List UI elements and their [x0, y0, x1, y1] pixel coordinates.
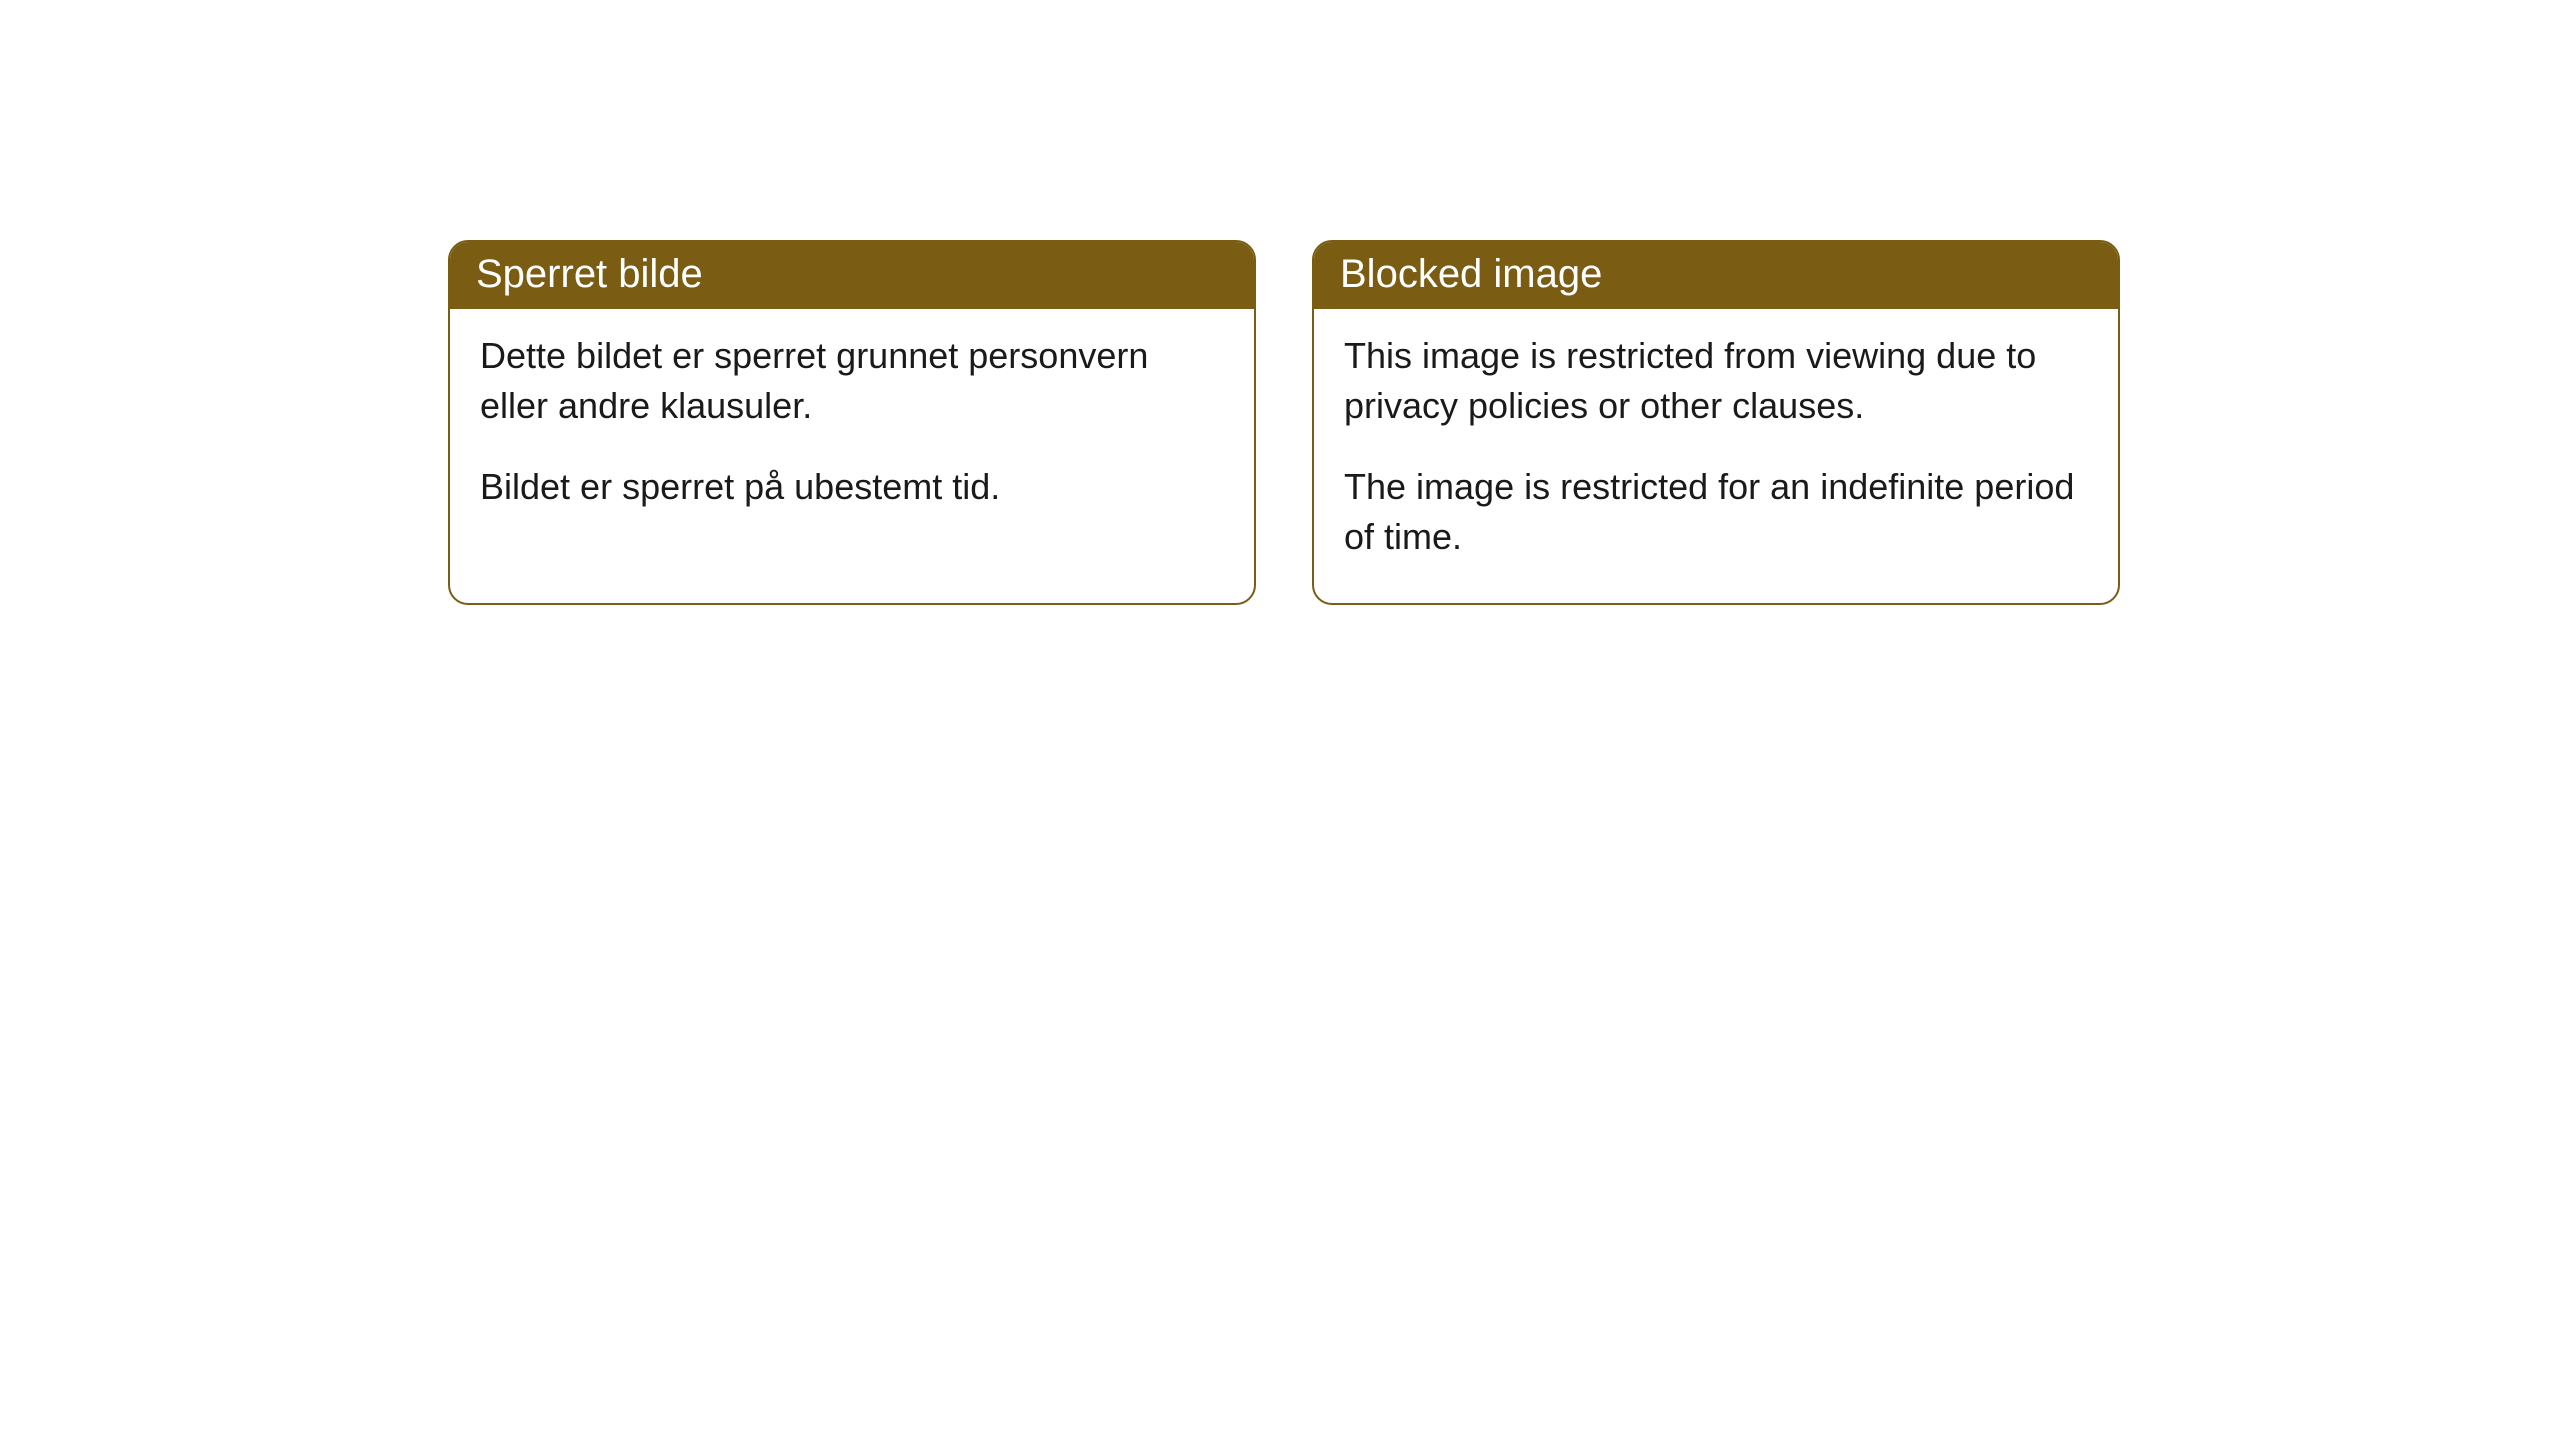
blocked-image-card-norwegian: Sperret bilde Dette bildet er sperret gr… [448, 240, 1256, 605]
card-text-line-1: Dette bildet er sperret grunnet personve… [480, 331, 1224, 432]
card-text-line-1: This image is restricted from viewing du… [1344, 331, 2088, 432]
notice-container: Sperret bilde Dette bildet er sperret gr… [0, 0, 2560, 605]
card-text-line-2: Bildet er sperret på ubestemt tid. [480, 462, 1224, 512]
card-title: Sperret bilde [476, 252, 703, 296]
card-text-line-2: The image is restricted for an indefinit… [1344, 462, 2088, 563]
blocked-image-card-english: Blocked image This image is restricted f… [1312, 240, 2120, 605]
card-body: Dette bildet er sperret grunnet personve… [450, 309, 1254, 552]
card-body: This image is restricted from viewing du… [1314, 309, 2118, 603]
card-header: Sperret bilde [450, 242, 1254, 309]
card-header: Blocked image [1314, 242, 2118, 309]
card-title: Blocked image [1340, 252, 1602, 296]
